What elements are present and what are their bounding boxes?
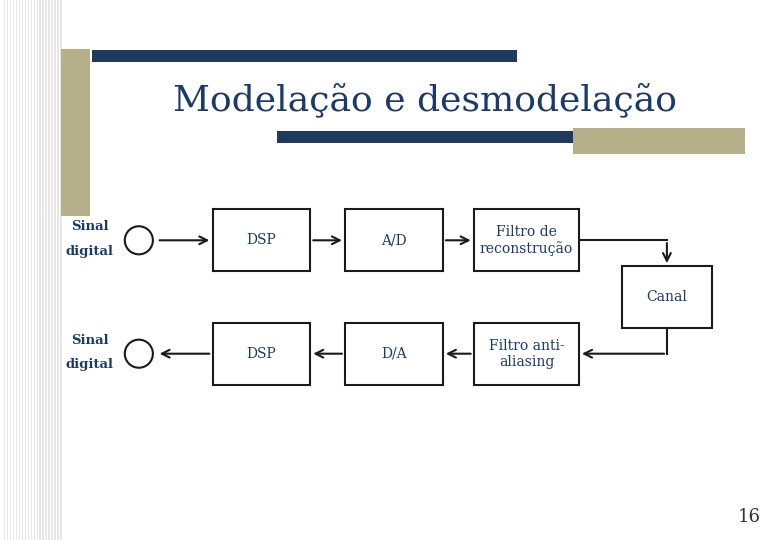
Bar [48,0,50,540]
Bar [345,322,443,384]
Bar [10,0,12,540]
Text: D/A: D/A [381,347,406,361]
Bar [212,322,310,384]
Bar [474,209,580,271]
Bar [22,0,23,540]
Bar [92,50,517,62]
Bar [42,0,44,540]
Text: Modelação e desmodelação: Modelação e desmodelação [173,83,677,117]
Text: Sinal: Sinal [71,334,108,347]
Bar [51,0,53,540]
Bar [277,131,624,143]
Bar [4,0,5,540]
Bar [345,209,443,271]
Bar [27,0,29,540]
Bar [45,0,47,540]
Bar [55,0,56,540]
Bar [37,0,38,540]
Bar [212,209,310,271]
Text: Filtro anti-
aliasing: Filtro anti- aliasing [488,339,565,369]
Bar [474,322,580,384]
Bar [30,0,32,540]
Text: DSP: DSP [246,233,276,247]
Bar [34,0,35,540]
Text: 16: 16 [738,509,760,526]
Text: Sinal: Sinal [71,220,108,233]
Bar [25,0,27,540]
Text: digital: digital [66,245,114,258]
Text: DSP: DSP [246,347,276,361]
Bar [19,0,20,540]
Text: Filtro de
reconstrução: Filtro de reconstrução [480,225,573,256]
Bar [40,0,41,540]
Bar [622,266,711,328]
Text: digital: digital [66,358,114,371]
Ellipse shape [125,226,153,254]
Text: A/D: A/D [381,233,406,247]
Bar [16,0,17,540]
Bar [12,0,14,540]
Bar [7,0,9,540]
Text: Canal: Canal [647,290,687,304]
Ellipse shape [125,340,153,368]
Bar [57,0,58,540]
Bar [60,0,62,540]
Bar [573,128,745,154]
Bar [61,49,90,216]
